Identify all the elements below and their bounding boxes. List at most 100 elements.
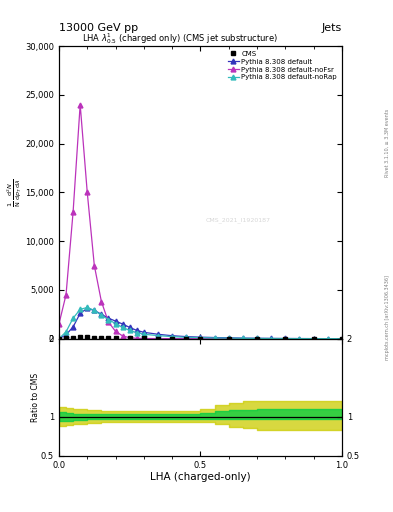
- Pythia 8.308 default-noRap: [212, 335, 217, 341]
- Text: LHA $\lambda^{1}_{0.5}$ (charged only) (CMS jet substructure): LHA $\lambda^{1}_{0.5}$ (charged only) (…: [82, 32, 277, 47]
- Pythia 8.308 default: [120, 321, 125, 327]
- Pythia 8.308 default-noFsr: [78, 101, 83, 108]
- Pythia 8.308 default: [113, 318, 118, 324]
- Pythia 8.308 default: [64, 332, 68, 338]
- Y-axis label: $\frac{1}{\mathrm{N}}\,\frac{\mathrm{d}^2N}{\mathrm{d}p_T\,\mathrm{d}\lambda}$: $\frac{1}{\mathrm{N}}\,\frac{\mathrm{d}^…: [6, 178, 24, 207]
- Pythia 8.308 default-noRap: [226, 335, 231, 341]
- Pythia 8.308 default-noRap: [198, 335, 203, 341]
- Text: CMS_2021_I1920187: CMS_2021_I1920187: [206, 218, 271, 223]
- Pythia 8.308 default-noRap: [141, 331, 146, 337]
- Pythia 8.308 default-noFsr: [99, 298, 104, 305]
- Text: mcplots.cern.ch [arXiv:1306.3436]: mcplots.cern.ch [arXiv:1306.3436]: [385, 275, 390, 360]
- CMS: [156, 335, 160, 342]
- Pythia 8.308 default: [325, 335, 330, 342]
- Pythia 8.308 default-noFsr: [120, 333, 125, 339]
- Pythia 8.308 default: [311, 335, 316, 342]
- CMS: [255, 335, 259, 342]
- Pythia 8.308 default-noFsr: [340, 335, 344, 342]
- Pythia 8.308 default: [241, 335, 245, 341]
- CMS: [106, 335, 111, 341]
- Pythia 8.308 default-noRap: [184, 334, 189, 340]
- Pythia 8.308 default: [212, 334, 217, 340]
- Line: Pythia 8.308 default-noFsr: Pythia 8.308 default-noFsr: [57, 102, 344, 341]
- Pythia 8.308 default-noFsr: [283, 335, 288, 342]
- CMS: [311, 335, 316, 342]
- CMS: [113, 335, 118, 342]
- Pythia 8.308 default: [141, 329, 146, 335]
- Pythia 8.308 default-noFsr: [71, 209, 75, 215]
- Pythia 8.308 default: [156, 331, 160, 337]
- Pythia 8.308 default-noRap: [311, 335, 316, 342]
- Text: Rivet 3.1.10, ≥ 3.3M events: Rivet 3.1.10, ≥ 3.3M events: [385, 109, 390, 178]
- Pythia 8.308 default-noRap: [127, 327, 132, 333]
- Pythia 8.308 default-noRap: [78, 306, 83, 312]
- CMS: [141, 335, 146, 342]
- Pythia 8.308 default-noRap: [85, 304, 90, 310]
- Pythia 8.308 default-noFsr: [198, 335, 203, 342]
- CMS: [57, 335, 61, 342]
- Pythia 8.308 default-noFsr: [226, 335, 231, 342]
- Pythia 8.308 default-noRap: [134, 330, 139, 336]
- Pythia 8.308 default-noRap: [297, 335, 302, 342]
- Pythia 8.308 default: [71, 324, 75, 330]
- Pythia 8.308 default-noFsr: [184, 335, 189, 342]
- Pythia 8.308 default: [255, 335, 259, 342]
- Pythia 8.308 default: [297, 335, 302, 342]
- CMS: [64, 335, 68, 341]
- Pythia 8.308 default: [283, 335, 288, 342]
- Pythia 8.308 default: [99, 311, 104, 317]
- Pythia 8.308 default-noRap: [99, 312, 104, 318]
- Pythia 8.308 default-noFsr: [156, 335, 160, 342]
- CMS: [85, 334, 90, 340]
- Pythia 8.308 default-noRap: [340, 335, 344, 342]
- CMS: [127, 335, 132, 342]
- Pythia 8.308 default-noRap: [64, 329, 68, 335]
- X-axis label: LHA (charged-only): LHA (charged-only): [150, 472, 251, 482]
- Pythia 8.308 default-noRap: [71, 315, 75, 321]
- CMS: [71, 335, 75, 341]
- Pythia 8.308 default: [134, 327, 139, 333]
- Pythia 8.308 default-noRap: [255, 335, 259, 342]
- Pythia 8.308 default-noFsr: [141, 335, 146, 342]
- Legend: CMS, Pythia 8.308 default, Pythia 8.308 default-noFsr, Pythia 8.308 default-noRa: CMS, Pythia 8.308 default, Pythia 8.308 …: [227, 50, 338, 82]
- Pythia 8.308 default-noRap: [92, 307, 97, 313]
- CMS: [340, 335, 344, 342]
- Pythia 8.308 default-noRap: [283, 335, 288, 342]
- Pythia 8.308 default-noFsr: [64, 292, 68, 298]
- Pythia 8.308 default-noFsr: [92, 263, 97, 269]
- Pythia 8.308 default-noRap: [120, 325, 125, 331]
- Pythia 8.308 default: [92, 307, 97, 313]
- Pythia 8.308 default-noFsr: [311, 335, 316, 342]
- Pythia 8.308 default-noRap: [156, 333, 160, 339]
- Text: 13000 GeV pp: 13000 GeV pp: [59, 23, 138, 33]
- Line: CMS: CMS: [57, 335, 344, 340]
- Pythia 8.308 default-noRap: [170, 334, 174, 340]
- Pythia 8.308 default-noRap: [269, 335, 274, 342]
- Pythia 8.308 default: [127, 325, 132, 331]
- Pythia 8.308 default-noFsr: [255, 335, 259, 342]
- Pythia 8.308 default-noRap: [57, 335, 61, 342]
- CMS: [198, 335, 203, 342]
- Pythia 8.308 default: [184, 333, 189, 339]
- Pythia 8.308 default: [269, 335, 274, 342]
- CMS: [283, 335, 288, 342]
- Pythia 8.308 default-noFsr: [85, 189, 90, 196]
- Pythia 8.308 default-noFsr: [106, 319, 111, 325]
- Pythia 8.308 default-noFsr: [127, 335, 132, 341]
- Pythia 8.308 default-noFsr: [113, 328, 118, 334]
- Text: Jets: Jets: [321, 23, 342, 33]
- Pythia 8.308 default-noRap: [241, 335, 245, 342]
- CMS: [170, 335, 174, 342]
- Line: Pythia 8.308 default: Pythia 8.308 default: [57, 306, 344, 341]
- CMS: [184, 335, 189, 342]
- Pythia 8.308 default: [226, 335, 231, 341]
- Pythia 8.308 default-noFsr: [134, 335, 139, 342]
- Pythia 8.308 default-noFsr: [170, 335, 174, 342]
- CMS: [92, 335, 97, 341]
- CMS: [78, 334, 83, 340]
- Pythia 8.308 default-noRap: [106, 316, 111, 323]
- Pythia 8.308 default-noRap: [325, 335, 330, 342]
- Line: Pythia 8.308 default-noRap: Pythia 8.308 default-noRap: [57, 305, 344, 341]
- Pythia 8.308 default: [340, 335, 344, 342]
- Pythia 8.308 default-noRap: [113, 321, 118, 327]
